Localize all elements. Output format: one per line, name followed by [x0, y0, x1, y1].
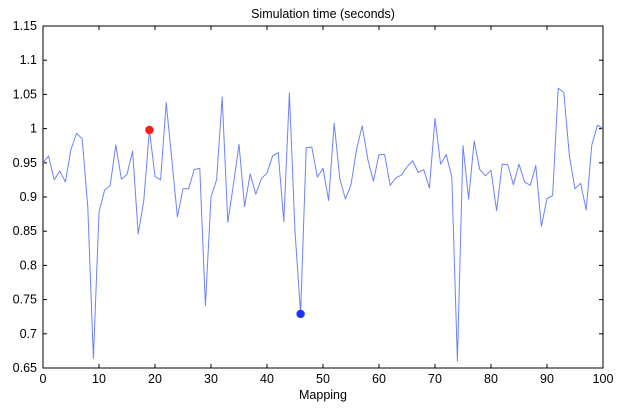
x-tick-label: 0: [40, 372, 47, 386]
x-tick-label: 100: [593, 372, 614, 386]
y-tick-label: 0.95: [13, 156, 37, 170]
y-tick-label: 0.85: [13, 224, 37, 238]
y-tick-label: 0.7: [20, 327, 37, 341]
x-tick-label: 70: [428, 372, 442, 386]
y-tick-label: 0.75: [13, 293, 37, 307]
plot-frame: [42, 25, 604, 369]
y-tick-label: 1: [30, 122, 37, 136]
series-group: [42, 87, 604, 362]
x-tick-label: 50: [316, 372, 330, 386]
x-tick-label: 60: [372, 372, 386, 386]
y-tick-label: 0.9: [20, 190, 37, 204]
x-tick-label: 80: [484, 372, 498, 386]
axis-ticks: [42, 25, 604, 369]
x-tick-label: 10: [92, 372, 106, 386]
x-tick-label: 20: [148, 372, 162, 386]
y-tick-label: 1.05: [13, 87, 37, 101]
y-tick-label: 0.65: [13, 361, 37, 375]
series-line: [42, 87, 604, 362]
y-tick-label: 1.15: [13, 19, 37, 33]
x-tick-labels: 0 10 20 30 40 50 60 70 80 90 100: [40, 372, 614, 386]
x-tick-label: 90: [540, 372, 554, 386]
chart-title: Simulation time (seconds): [251, 7, 395, 21]
highlight-point: [296, 309, 305, 319]
x-tick-label: 30: [204, 372, 218, 386]
y-tick-label: 0.8: [20, 258, 37, 272]
x-tick-label: 40: [260, 372, 274, 386]
x-axis-label: Mapping: [299, 388, 347, 402]
y-tick-labels: 0.65 0.7 0.75 0.8 0.85 0.9 0.95 1 1.05 1.1 1.15: [13, 19, 37, 375]
highlight-point: [145, 125, 154, 135]
y-tick-label: 1.1: [20, 53, 37, 67]
highlight-markers: [145, 125, 305, 319]
